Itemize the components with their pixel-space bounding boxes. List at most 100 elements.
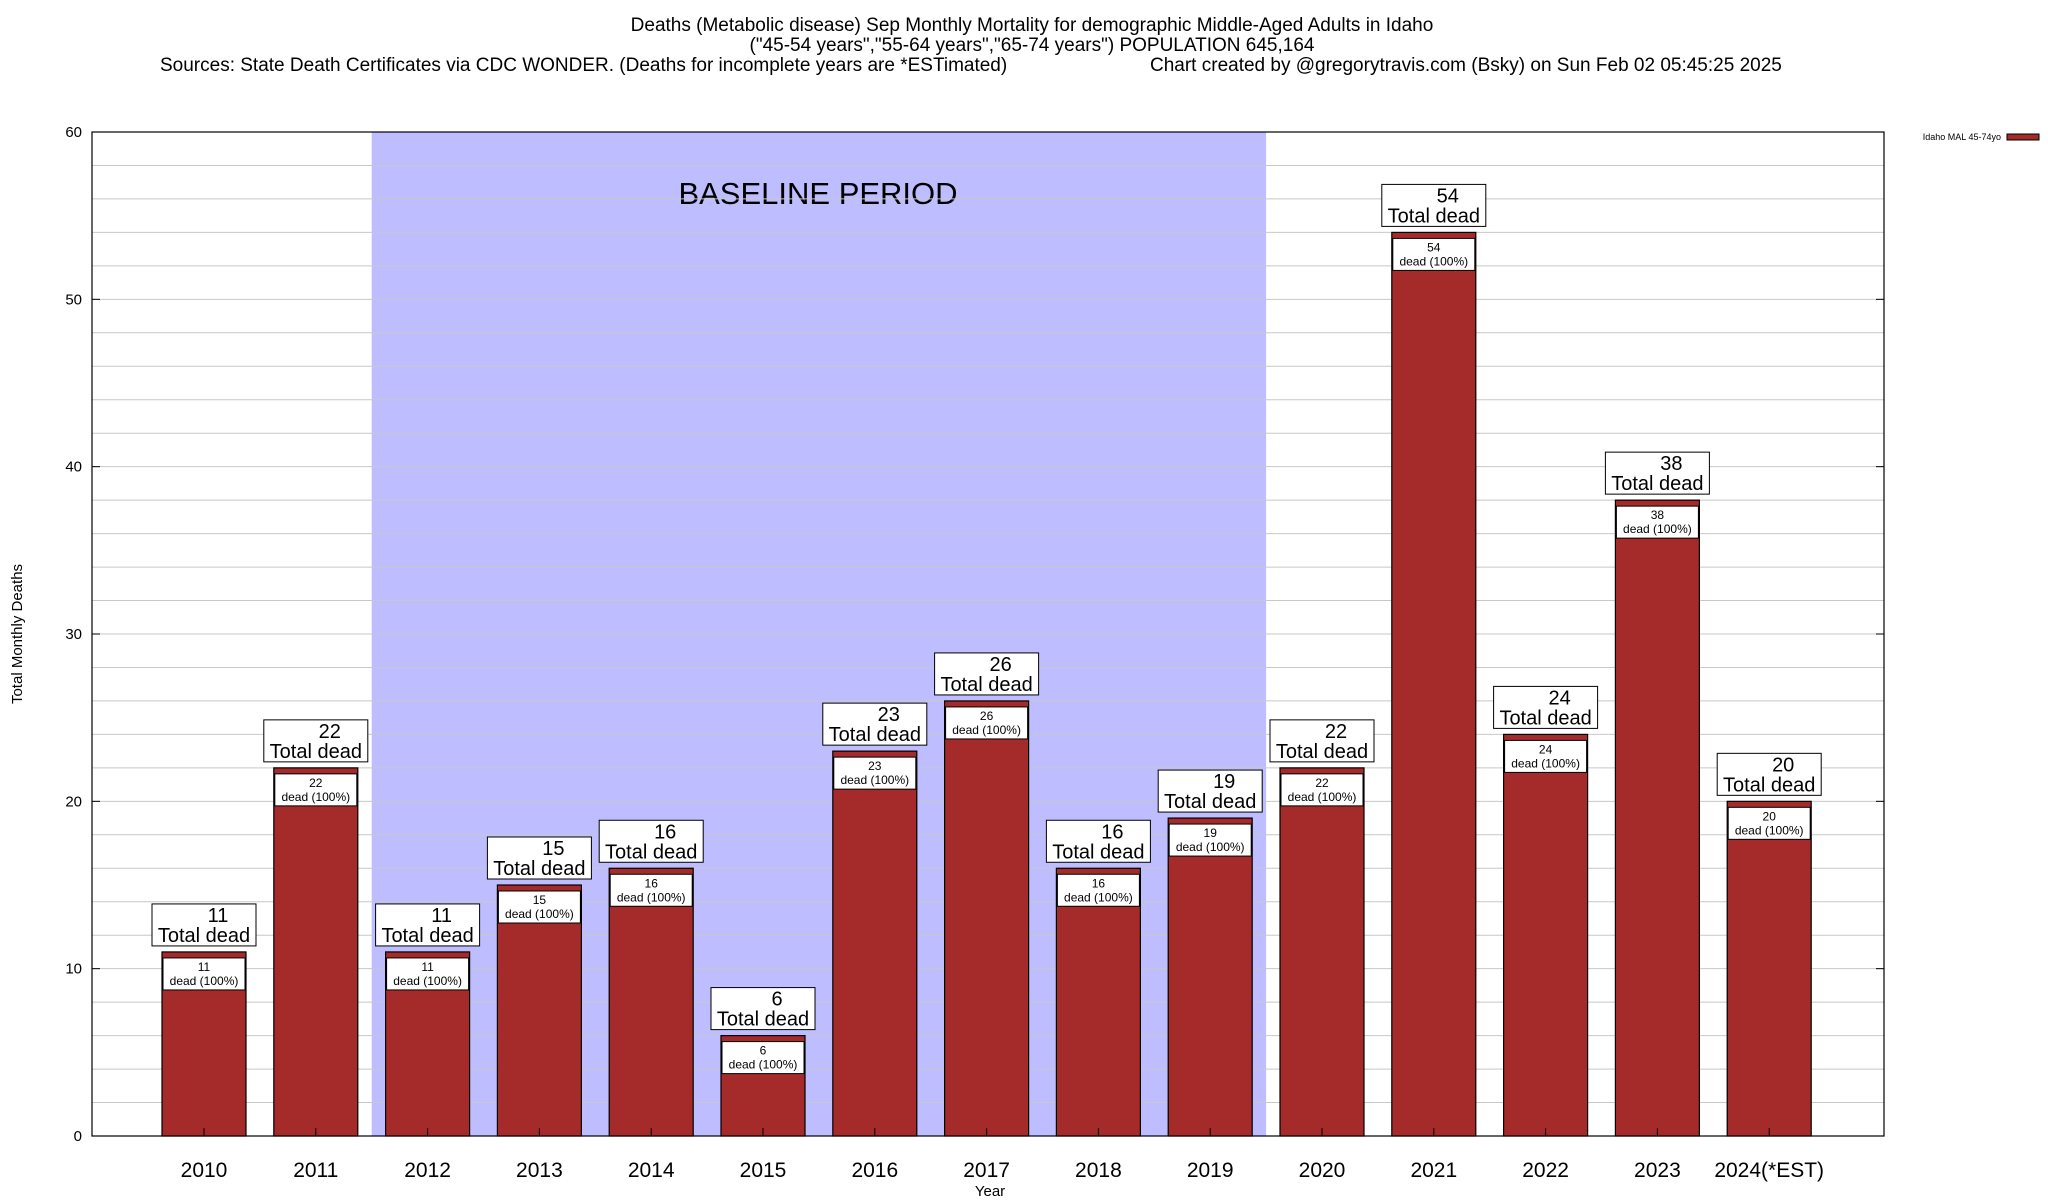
bar-inner-value: 23 xyxy=(868,759,882,773)
bar-2016 xyxy=(832,750,918,1137)
legend-swatch xyxy=(2006,133,2040,141)
bar-total-label-box xyxy=(1716,752,1822,796)
bar-inner-value: 38 xyxy=(1651,508,1665,522)
bar-total-value: 15 xyxy=(542,838,564,860)
bar-2011 xyxy=(273,767,359,1137)
bar-inner-label-box xyxy=(1392,237,1476,271)
bar-total-text: Total dead xyxy=(158,925,250,947)
bar-inner-label-box xyxy=(386,957,470,991)
bar-inner-value: 22 xyxy=(1315,776,1329,790)
y-tick-label: 60 xyxy=(65,124,82,141)
bar-total-value: 16 xyxy=(1101,821,1123,843)
bar-inner-label-box xyxy=(833,756,917,790)
x-tick-label: 2017 xyxy=(963,1159,1010,1182)
bar-inner-percent: dead (100%) xyxy=(1399,254,1468,268)
bar-inner-label-box xyxy=(1168,823,1252,857)
bar-inner-label-box xyxy=(609,873,693,907)
bar-inner-percent: dead (100%) xyxy=(505,907,574,921)
chart-title-line-1: Deaths (Metabolic disease) Sep Monthly M… xyxy=(631,15,1434,36)
bar-total-text: Total dead xyxy=(1723,774,1815,796)
bar-inner-label-box xyxy=(162,957,246,991)
bar-inner-value: 11 xyxy=(198,960,211,974)
bar-inner-percent: dead (100%) xyxy=(170,974,239,988)
bar-2021 xyxy=(1391,231,1477,1137)
bar-total-value: 22 xyxy=(319,721,341,743)
bar-inner-percent: dead (100%) xyxy=(1511,756,1580,770)
bar-inner-label-box xyxy=(497,890,581,924)
bar-total-value: 11 xyxy=(208,905,229,927)
x-tick-label: 2024(*EST) xyxy=(1714,1159,1824,1182)
chart-credit-text: Chart created by @gregorytravis.com (Bsk… xyxy=(1150,55,1782,76)
bar-total-text: Total dead xyxy=(1052,841,1144,863)
x-tick-label: 2018 xyxy=(1075,1159,1122,1182)
bar-total-text: Total dead xyxy=(381,925,473,947)
bar-total-value: 54 xyxy=(1437,185,1459,207)
bar-2017 xyxy=(943,700,1030,1137)
bar-total-text: Total dead xyxy=(940,674,1032,696)
bar-inner-label-box xyxy=(945,706,1029,740)
x-tick-label: 2011 xyxy=(293,1159,338,1182)
bar-total-label-box xyxy=(822,702,928,746)
chart-title-line-2: ("45-54 years","55-64 years","65-74 year… xyxy=(750,35,1315,56)
bar-total-label-box xyxy=(1604,451,1710,495)
bar-total-label-box xyxy=(1269,719,1375,763)
bar-2018 xyxy=(1055,867,1142,1137)
bar-inner-label-box xyxy=(274,773,358,807)
bar-total-label-box xyxy=(1045,819,1151,863)
bar-2022 xyxy=(1502,733,1589,1137)
x-tick-label: 2016 xyxy=(851,1159,898,1182)
bar-inner-value: 16 xyxy=(1092,876,1106,890)
legend-label: Idaho MAL 45-74yo xyxy=(1923,132,2001,142)
x-tick-label: 2019 xyxy=(1187,1159,1234,1182)
y-tick-label: 50 xyxy=(65,291,82,308)
bar-2014 xyxy=(608,867,694,1137)
bar-total-text: Total dead xyxy=(1164,791,1256,813)
bar-total-text: Total dead xyxy=(1611,473,1703,495)
y-tick-label: 20 xyxy=(65,793,82,810)
bar-2020 xyxy=(1279,767,1365,1137)
bar-inner-value: 6 xyxy=(760,1044,767,1058)
bar-inner-percent: dead (100%) xyxy=(1064,890,1133,904)
bar-inner-label-box xyxy=(1615,505,1699,539)
bar-total-label-box xyxy=(375,903,481,947)
bar-inner-value: 24 xyxy=(1539,742,1553,756)
bar-inner-percent: dead (100%) xyxy=(1735,823,1804,837)
bar-total-text: Total dead xyxy=(1276,741,1368,763)
bar-total-text: Total dead xyxy=(493,858,585,880)
bar-total-label-box xyxy=(1157,769,1263,813)
x-tick-label: 2013 xyxy=(516,1159,563,1182)
bar-inner-label-box xyxy=(1727,806,1811,840)
bar-total-value: 16 xyxy=(654,821,676,843)
bar-inner-percent: dead (100%) xyxy=(1288,790,1357,804)
bar-total-value: 22 xyxy=(1325,721,1347,743)
bar-inner-value: 54 xyxy=(1427,240,1441,254)
bar-total-label-box xyxy=(151,903,257,947)
bar-total-text: Total dead xyxy=(1388,205,1480,227)
bar-inner-percent: dead (100%) xyxy=(617,890,686,904)
bar-inner-percent: dead (100%) xyxy=(1176,840,1245,854)
bar-inner-label-box xyxy=(1056,873,1140,907)
x-tick-label: 2023 xyxy=(1634,1159,1681,1182)
bar-inner-value: 11 xyxy=(421,960,434,974)
bar-inner-value: 26 xyxy=(980,709,994,723)
y-tick-label: 40 xyxy=(65,459,82,476)
bar-total-value: 20 xyxy=(1772,754,1794,776)
x-tick-label: 2014 xyxy=(628,1159,675,1182)
bar-inner-label-box xyxy=(721,1041,805,1075)
bar-total-text: Total dead xyxy=(270,741,362,763)
bar-total-text: Total dead xyxy=(717,1009,809,1031)
y-tick-label: 30 xyxy=(65,626,82,643)
bar-total-text: Total dead xyxy=(829,724,921,746)
x-tick-label: 2021 xyxy=(1410,1159,1457,1182)
x-tick-label: 2015 xyxy=(740,1159,787,1182)
bar-total-value: 11 xyxy=(431,905,452,927)
chart-sources-text: Sources: State Death Certificates via CD… xyxy=(160,55,1007,76)
bar-total-label-box xyxy=(598,819,704,863)
bar-inner-percent: dead (100%) xyxy=(393,974,462,988)
bar-total-value: 26 xyxy=(989,654,1011,676)
bar-total-label-box xyxy=(1381,183,1487,227)
bar-inner-value: 20 xyxy=(1763,809,1777,823)
y-axis-title: Total Monthly Deaths xyxy=(9,564,26,704)
